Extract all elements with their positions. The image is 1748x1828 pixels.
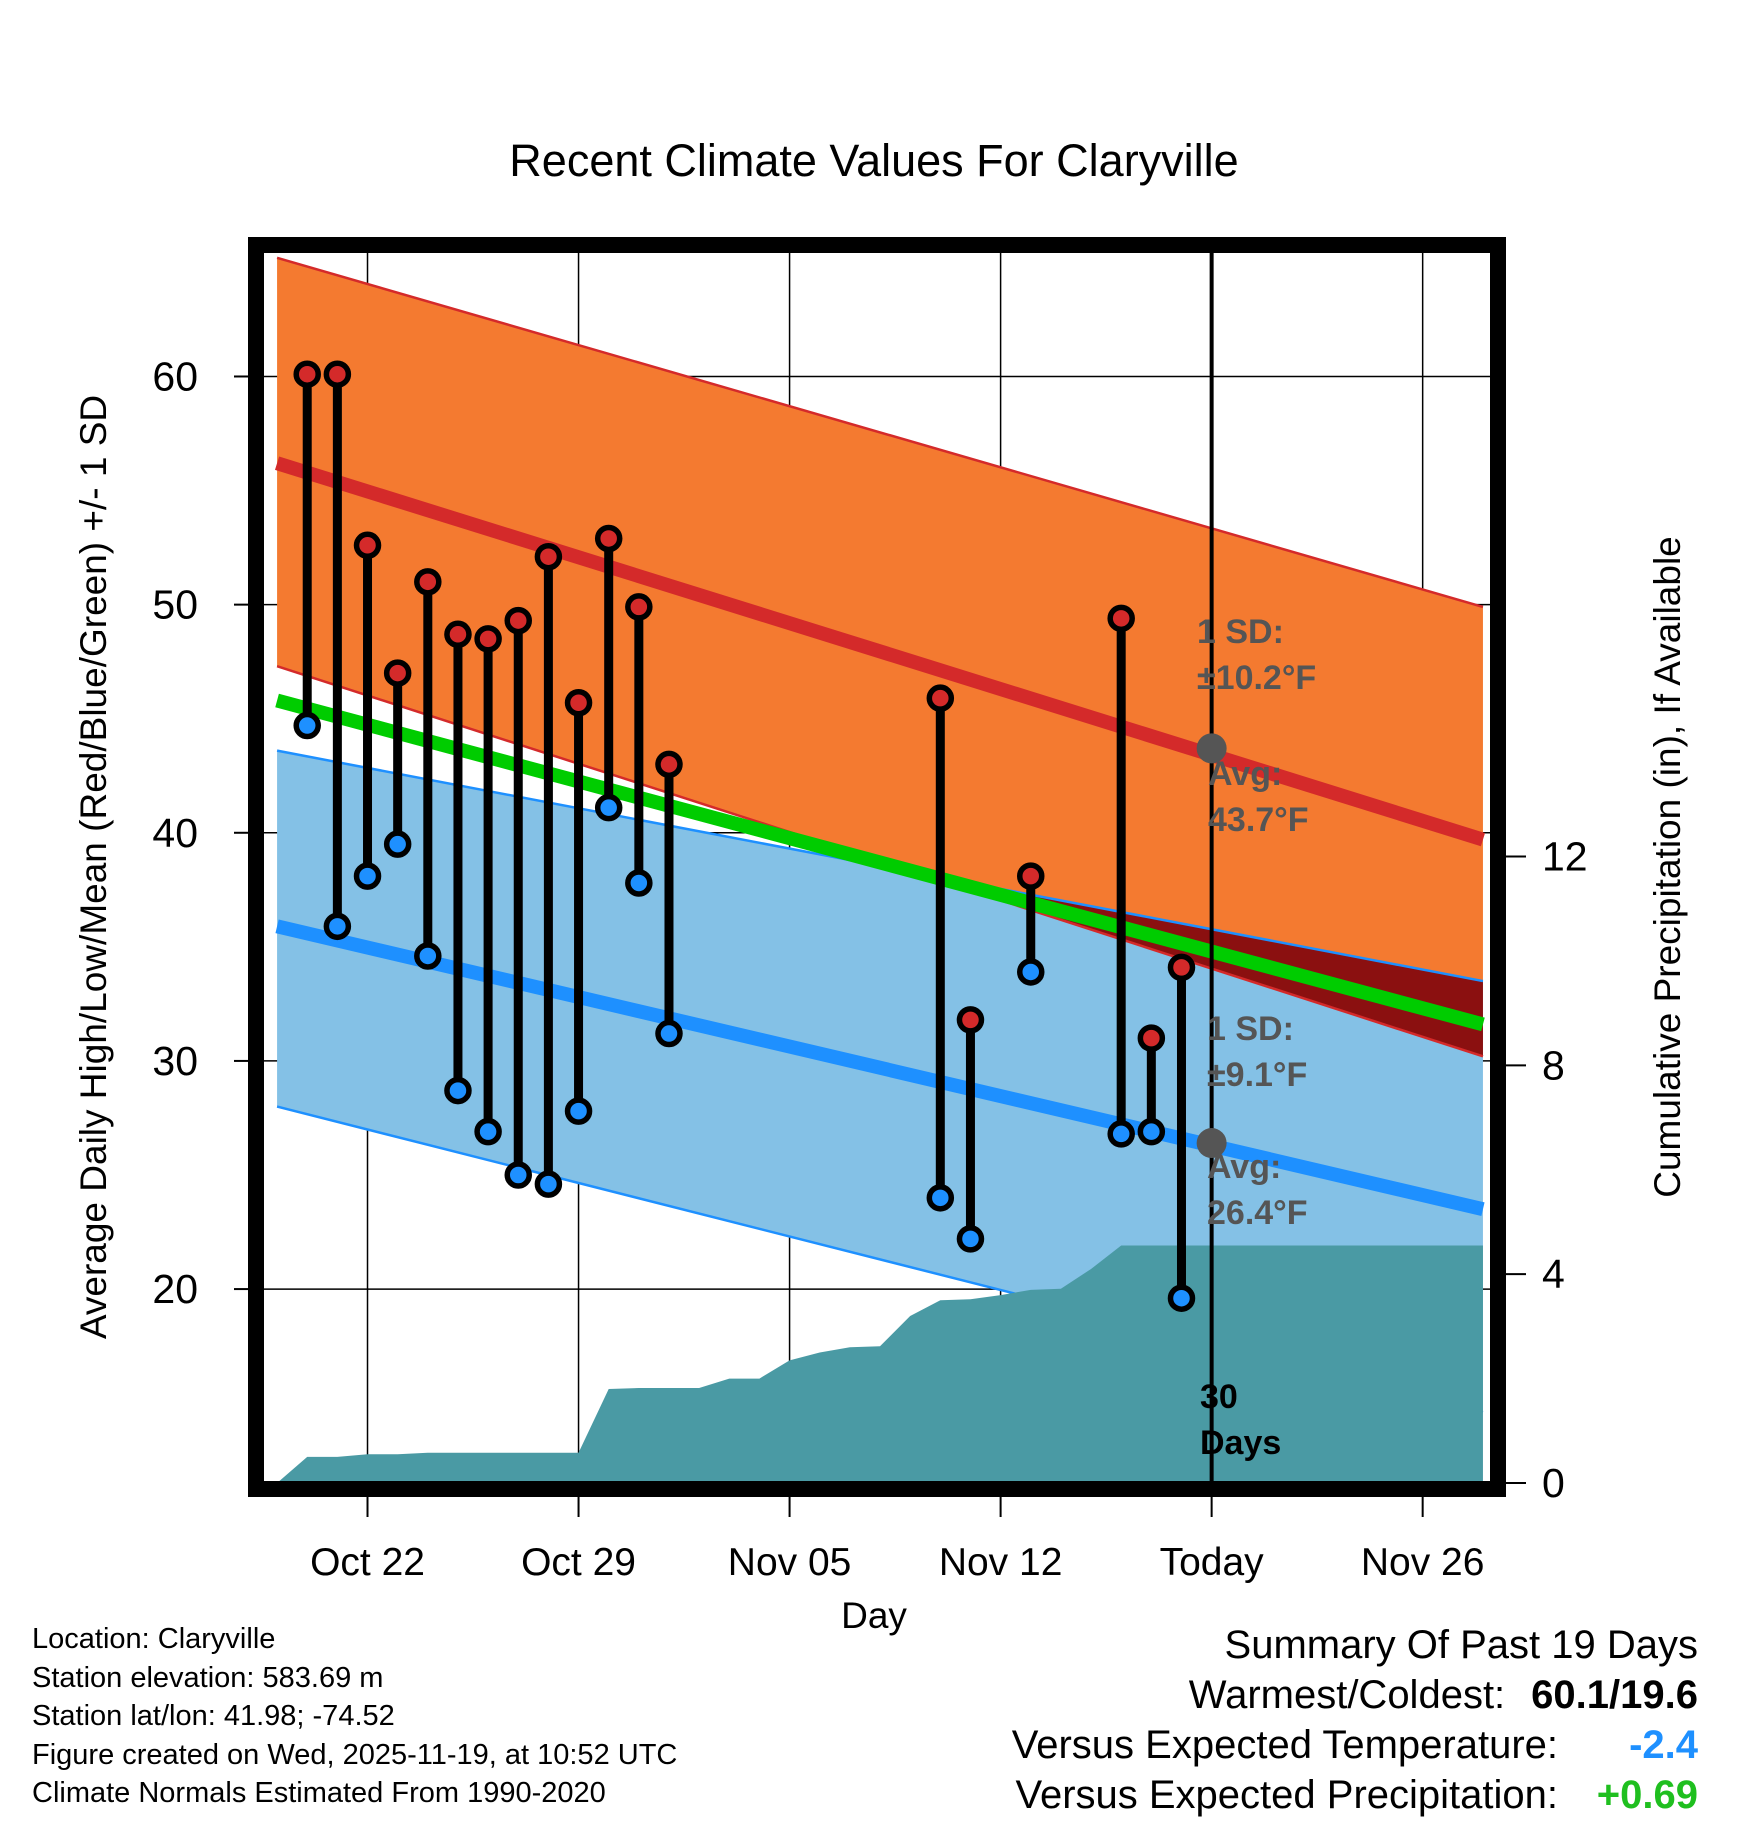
obs-low-point-11 (625, 869, 653, 897)
y-tick-label-0: 20 (152, 1266, 198, 1312)
annotation-1-line1: Avg: (1208, 755, 1282, 793)
annotation-2-line1: 1 SD: (1207, 1010, 1294, 1048)
obs-high-point-10 (594, 524, 623, 553)
low-avg-line (275, 919, 1485, 1217)
y2-tick-label-2: 8 (1542, 1042, 1565, 1088)
annotation-4-line1: 30 (1200, 1378, 1238, 1416)
obs-low-point-9 (564, 1097, 593, 1125)
location-text: Location: Claryville (32, 1623, 276, 1655)
obs-high-point-0 (293, 360, 321, 388)
obs-low-point-3 (383, 830, 412, 858)
annotation-3-line1: Avg: (1207, 1148, 1281, 1186)
x-tick-label-4: Today (1160, 1541, 1265, 1584)
obs-low-point-0 (293, 711, 321, 740)
temp-label: Versus Expected Temperature: (1011, 1723, 1558, 1767)
annotation-2-line2: ±9.1°F (1207, 1056, 1307, 1094)
obs-high-point-13 (926, 684, 955, 712)
axes: 20 30 40 50 60 0 4 8 12 Oct 22 Oct 29 Nov 05 Nov 12 T… (152, 353, 1588, 1584)
summary-panel: Summary Of Past 19 Days Warmest/Coldest:… (1012, 1620, 1698, 1820)
x-axis-label: Day (841, 1595, 907, 1636)
x-tick-label-1: Oct 29 (521, 1541, 636, 1584)
y-tick-label-4: 60 (152, 353, 198, 399)
obs-high-point-7 (504, 606, 532, 635)
y2-tick-label-3: 12 (1542, 834, 1588, 880)
summary-heading: Summary Of Past 19 Days (1224, 1623, 1698, 1667)
annotation-3-line2: 26.4°F (1207, 1194, 1308, 1232)
precip-area (277, 1245, 1483, 1483)
x-tick-label-3: Nov 12 (939, 1541, 1063, 1584)
plot-border (248, 237, 1506, 1497)
station-info: Location: Claryville Station elevation: … (32, 1620, 677, 1813)
obs-high-point-15 (1017, 862, 1045, 890)
obs-low-point-18 (1167, 1284, 1196, 1312)
obs-low-point-12 (655, 1019, 683, 1048)
precip-row: Versus Expected Precipitation: +0.69 (1012, 1770, 1698, 1820)
obs-low-point-4 (414, 942, 442, 970)
high-avg-line (274, 456, 1486, 847)
y2-tick-label-0: 0 (1542, 1460, 1565, 1506)
precip-value: +0.69 (1596, 1773, 1698, 1817)
warmest-coldest-label: Warmest/Coldest: (1188, 1673, 1506, 1717)
obs-low-point-15 (1017, 958, 1045, 986)
obs-high-point-1 (323, 360, 352, 388)
annotation-4-line2: Days (1200, 1424, 1281, 1462)
temp-row: Versus Expected Temperature: -2.4 (1012, 1720, 1698, 1770)
annotation-0-line2: ±10.2°F (1197, 659, 1316, 697)
obs-high-point-17 (1137, 1024, 1166, 1052)
obs-high-point-14 (956, 1006, 985, 1034)
obs-low-point-13 (926, 1184, 955, 1212)
obs-low-point-7 (504, 1161, 532, 1189)
annotation-1-line2: 43.7°F (1208, 801, 1309, 839)
obs-high-point-8 (534, 542, 563, 571)
y-tick-label-1: 30 (152, 1038, 198, 1084)
y2-tick-label-1: 4 (1542, 1251, 1565, 1297)
mean-avg-line (275, 693, 1485, 1032)
latlon-text: Station lat/lon: 41.98; -74.52 (32, 1700, 395, 1732)
obs-low-point-8 (534, 1170, 563, 1198)
obs-low-point-1 (323, 912, 352, 941)
y-tick-label-3: 50 (152, 582, 198, 628)
normals-text: Climate Normals Estimated From 1990-2020 (32, 1777, 606, 1809)
obs-low-point-6 (474, 1117, 502, 1146)
y-tick-label-2: 40 (152, 810, 198, 856)
annotations: 1 SD: ±10.2°F Avg: 43.7°F 1 SD: ±9.1°F Avg: 26.… (1196, 613, 1316, 1462)
warmest-coldest-value: 60.1/19.6 (1531, 1673, 1698, 1717)
high-upper-edge (276, 256, 1484, 609)
x-tick-label-2: Nov 05 (728, 1541, 852, 1584)
created-text: Figure created on Wed, 2025-11-19, at 10… (32, 1738, 678, 1771)
warmest-coldest-row: Warmest/Coldest: 60.1/19.6 (1012, 1670, 1698, 1720)
precip-label: Versus Expected Precipitation: (1015, 1773, 1558, 1817)
x-tick-label-0: Oct 22 (310, 1541, 425, 1584)
plot-frame (248, 237, 1506, 1497)
obs-high-point-2 (353, 531, 382, 560)
obs-low-point-5 (444, 1076, 472, 1105)
obs-low-point-14 (956, 1225, 985, 1253)
obs-high-point-4 (414, 568, 442, 596)
obs-high-point-16 (1107, 604, 1135, 633)
obs-high-point-5 (444, 620, 472, 649)
obs-high-point-9 (564, 688, 593, 717)
obs-low-point-17 (1137, 1117, 1166, 1146)
temp-value: -2.4 (1629, 1723, 1698, 1767)
low-avg-dot (1196, 1128, 1227, 1159)
obs-low-point-10 (594, 793, 623, 822)
obs-high-point-3 (383, 659, 412, 687)
obs-low-point-2 (353, 862, 382, 890)
y-axis-label: Average Daily High/Low/Mean (Red/Blue/Gr… (73, 395, 114, 1339)
obs-high-point-18 (1167, 953, 1196, 982)
high-avg-dot (1196, 733, 1227, 764)
chart-title: Recent Climate Values For Claryville (509, 135, 1238, 186)
obs-high-point-12 (655, 750, 683, 779)
x-tick-label-5: Nov 26 (1361, 1541, 1485, 1584)
annotation-0-line1: 1 SD: (1197, 613, 1284, 651)
y2-axis-label: Cumulative Precipitation (in), If Availa… (1647, 536, 1688, 1198)
observations (293, 360, 1196, 1312)
obs-low-point-16 (1107, 1120, 1135, 1148)
obs-high-point-6 (474, 625, 502, 653)
elevation-text: Station elevation: 583.69 m (32, 1661, 384, 1694)
obs-high-point-11 (625, 593, 653, 621)
